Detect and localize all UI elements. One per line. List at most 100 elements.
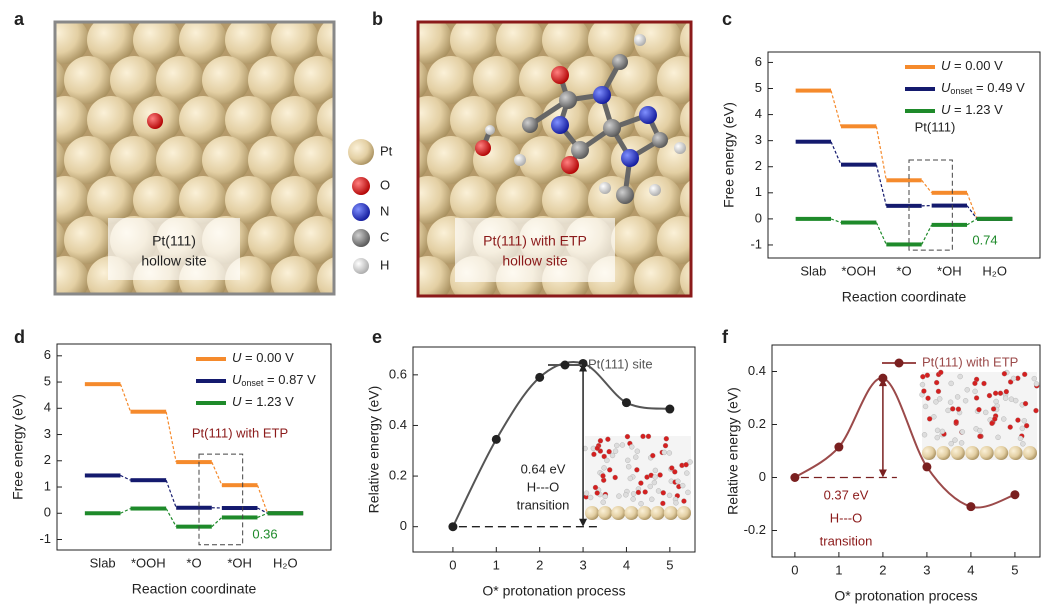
panel-label: e: [372, 327, 382, 347]
inset-atom: [638, 480, 644, 486]
inset-atom: [994, 446, 1009, 460]
connector: [875, 222, 887, 245]
pt-atom: [317, 97, 334, 143]
legend-label: Uonset = 0.87 V: [232, 372, 316, 388]
energy-level: [976, 216, 1013, 221]
energy-level: [84, 382, 121, 387]
y-tick-label: 6: [44, 347, 51, 362]
atom-swatch: [352, 203, 370, 221]
pt-atom: [634, 256, 682, 296]
inset-atom: [1033, 381, 1040, 387]
pt-atom: [418, 22, 452, 64]
pt-atom: [294, 56, 334, 104]
plot-frame: [412, 346, 696, 553]
point: [1010, 490, 1020, 500]
inset-atom: [921, 432, 928, 438]
inset-atom: [919, 381, 926, 388]
y-tick-label: 0.4: [389, 417, 407, 432]
energy-level: [795, 88, 832, 93]
x-tick-label: Slab: [800, 263, 826, 278]
pt-atom: [133, 176, 181, 224]
image-frame: [53, 20, 336, 296]
inset-atom: [607, 467, 613, 473]
x-tick-label: 5: [1011, 562, 1018, 577]
inset-atom: [633, 454, 639, 460]
inset-atom: [934, 434, 940, 441]
y-tick-label: 3: [755, 132, 762, 147]
y-tick-label: 2: [44, 452, 51, 467]
pt-atom: [308, 22, 328, 24]
pt-atom: [386, 296, 434, 344]
point: [448, 522, 458, 532]
inset-atom: [652, 467, 659, 474]
pt-atom: [55, 22, 89, 64]
pt-atom: [496, 176, 544, 224]
inset-atom: [934, 379, 940, 386]
pt-atom: [0, 176, 43, 224]
pt-atom: [55, 139, 66, 181]
inset-atom: [650, 452, 656, 459]
pt-atom: [533, 22, 553, 24]
y-tick-label: 3: [44, 426, 51, 441]
energy-level: [130, 409, 167, 414]
pt-atom: [749, 296, 797, 344]
inset-atom: [948, 440, 954, 447]
image-frame: [416, 20, 693, 298]
y-tick-label: 5: [755, 80, 762, 95]
pt-atom: [225, 22, 273, 64]
inset-atom: [1003, 389, 1010, 395]
pt-atom: [703, 216, 751, 264]
pt-atom: [294, 216, 334, 264]
inset-atom: [977, 427, 983, 434]
inset-atom: [652, 474, 658, 480]
inset-atom: [922, 403, 929, 410]
connector: [921, 224, 933, 245]
pt-atom: [427, 56, 475, 104]
x-tick-label: 2: [536, 557, 543, 572]
pt-atom: [427, 136, 475, 184]
y-tick-label: 0.2: [389, 468, 407, 483]
pt-atom: [133, 22, 181, 64]
y-axis-label: Free energy (eV): [721, 102, 737, 208]
inset-atom: [992, 390, 999, 396]
energy-level: [221, 483, 258, 488]
inset-atom: [989, 420, 995, 426]
inset-atom: [977, 433, 983, 439]
inset-atom: [627, 475, 633, 482]
energy-level: [886, 203, 922, 208]
pt-atom: [156, 136, 204, 184]
pt-atom: [170, 22, 190, 24]
inset-atom: [666, 492, 673, 499]
pt-atom: [496, 22, 544, 64]
x-tick-label: *OH: [937, 263, 962, 278]
pt-atom: [588, 22, 636, 64]
atom-label: Pt: [380, 143, 393, 158]
x-axis-label: O* protonation process: [834, 588, 977, 604]
inset-atom: [964, 387, 970, 393]
inset-atom: [965, 446, 980, 460]
panel-label: c: [722, 9, 732, 29]
highlight-box: [198, 453, 244, 546]
point: [665, 404, 675, 414]
inset-atom: [934, 427, 941, 434]
inset-atom: [635, 489, 642, 496]
y-axis-label: Free energy (eV): [10, 394, 26, 500]
inset-atom: [583, 490, 590, 496]
connector: [119, 383, 132, 412]
annotation: 0.64 eV: [521, 461, 566, 476]
pt-atom: [55, 256, 89, 294]
pt-atom: [450, 176, 498, 224]
pt-atom: [156, 56, 204, 104]
atom-label: O: [380, 177, 390, 192]
inset-atom: [629, 444, 635, 450]
pt-atom: [271, 22, 319, 64]
pt-atom: [340, 56, 388, 104]
x-axis-label: Reaction coordinate: [842, 289, 967, 305]
pt-atom: [473, 296, 521, 344]
inset-atom: [990, 406, 997, 412]
inset-atom: [684, 470, 690, 476]
energy-level: [84, 473, 121, 478]
x-tick-label: *O: [186, 555, 201, 570]
inset-atom: [950, 406, 956, 412]
